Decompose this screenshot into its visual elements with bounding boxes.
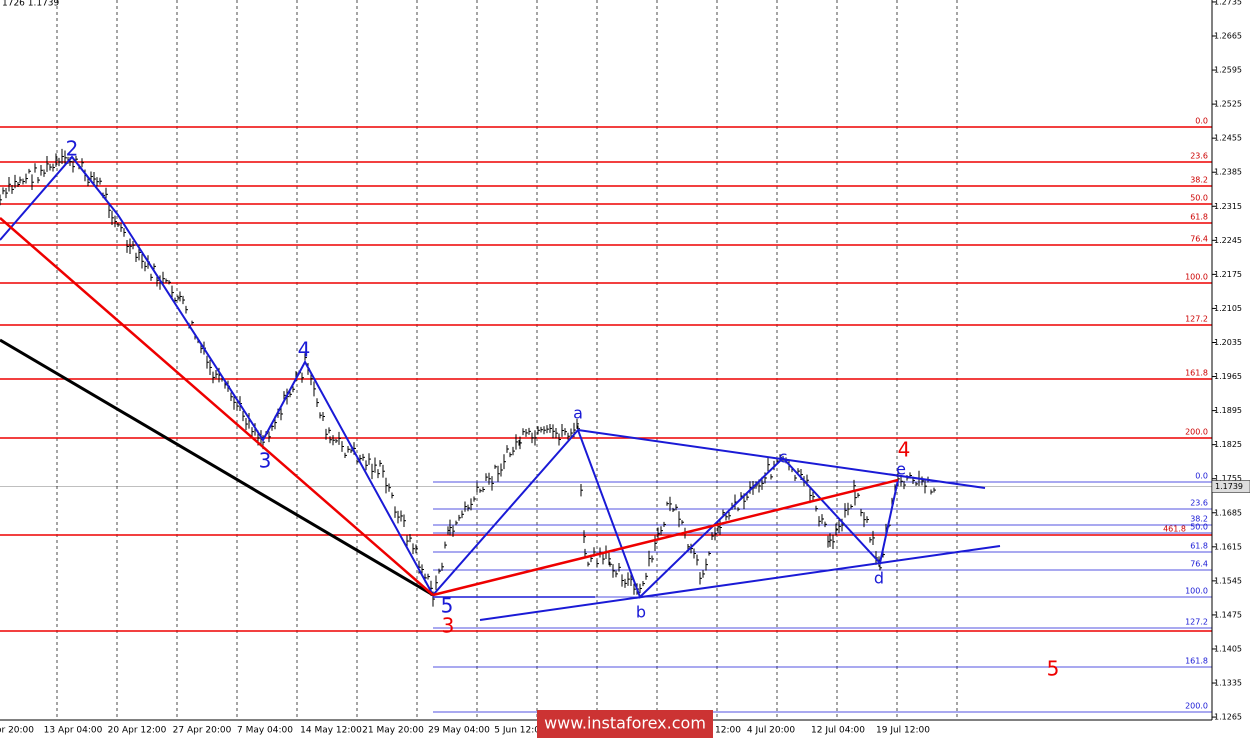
y-tick-label: 1.2175 xyxy=(1214,270,1242,279)
wave-label: e xyxy=(896,460,906,479)
x-tick-label: 4 Jul 20:00 xyxy=(747,726,796,736)
y-tick-label: 1.1825 xyxy=(1214,440,1242,449)
wave-label: c xyxy=(779,448,788,467)
y-tick-label: 1.2525 xyxy=(1214,100,1242,109)
header: 1726 1.1739 xyxy=(2,0,60,9)
wave-label: 5 xyxy=(441,594,454,618)
y-tick-label: 1.2105 xyxy=(1214,304,1242,313)
x-tick-label: 5 Jun 12:00 xyxy=(494,726,546,736)
y-tick-label: 1.2035 xyxy=(1214,338,1242,347)
fib-label: 50.0 xyxy=(1190,194,1208,203)
triangle-line xyxy=(577,429,986,489)
fib-label: 461.8 xyxy=(1163,525,1186,534)
y-tick-label: 1.2315 xyxy=(1214,202,1242,211)
wave-label: 2 xyxy=(66,137,79,161)
y-tick-label: 1.2455 xyxy=(1214,134,1242,143)
y-tick-label: 1.1405 xyxy=(1214,644,1242,653)
watermark: www.instaforex.com xyxy=(544,714,706,733)
x-tick-label: 7 May 04:00 xyxy=(237,726,293,736)
x-tick-label: 21 May 20:00 xyxy=(362,726,424,736)
y-tick-label: 1.1615 xyxy=(1214,542,1242,551)
x-tick-label: 27 Apr 20:00 xyxy=(173,726,232,736)
x-tick-label: 19 Jul 12:00 xyxy=(876,726,930,736)
levels: 0.023.638.250.061.876.4100.0127.2161.820… xyxy=(0,117,1212,713)
wave-label: 3 xyxy=(442,614,455,638)
fib-label: 200.0 xyxy=(1185,702,1208,711)
fib-label: 161.8 xyxy=(1185,369,1208,378)
fib-label: 100.0 xyxy=(1185,273,1208,282)
y-tick-label: 1.2595 xyxy=(1214,66,1242,75)
fib-label: 76.4 xyxy=(1190,235,1208,244)
fib-label: 61.8 xyxy=(1190,213,1208,222)
wave-label: 4 xyxy=(298,338,311,362)
x-tick-label: 14 May 12:00 xyxy=(300,726,362,736)
fib-label: 100.0 xyxy=(1185,587,1208,596)
x-tick-label: 29 May 04:00 xyxy=(428,726,490,736)
triangle-line xyxy=(479,545,1001,621)
fib-label: 127.2 xyxy=(1185,315,1208,324)
watermark-box xyxy=(537,710,713,738)
fib-label: 0.0 xyxy=(1195,117,1208,126)
fib-label: 61.8 xyxy=(1190,542,1208,551)
wave-label: d xyxy=(874,569,884,588)
trend-line xyxy=(432,478,899,597)
y-tick-label: 1.1545 xyxy=(1214,576,1242,585)
y-tick-label: 1.1335 xyxy=(1214,679,1242,688)
fib-label: 127.2 xyxy=(1185,618,1208,627)
y-tick-label: 1.2385 xyxy=(1214,168,1242,177)
trend-line xyxy=(0,217,434,596)
x-tick-label: 20 Apr 12:00 xyxy=(108,726,167,736)
x-tick-label: 12:00 xyxy=(715,726,741,736)
fib-label: 50.0 xyxy=(1190,523,1208,532)
fib-label: 23.6 xyxy=(1190,152,1208,161)
wave-label: a xyxy=(573,404,583,423)
x-tick-label: or 20:00 xyxy=(0,726,34,736)
wave-label: 3 xyxy=(259,449,272,473)
y-tick-label: 1.2665 xyxy=(1214,32,1242,41)
y-tick-label: 1.1475 xyxy=(1214,610,1242,619)
y-tick-label: 1.1755 xyxy=(1214,474,1242,483)
fib-label: 38.2 xyxy=(1190,176,1208,185)
trend-line xyxy=(0,338,434,597)
y-tick-label: 1.1685 xyxy=(1214,508,1242,517)
x-tick-label: 13 Apr 04:00 xyxy=(44,726,103,736)
y-tick-label: 1.1265 xyxy=(1214,713,1242,722)
fib-label: 38.2 xyxy=(1190,515,1208,524)
fib-label: 0.0 xyxy=(1195,472,1208,481)
last-price-box xyxy=(1211,480,1250,493)
x-tick-label: 12 Jul 04:00 xyxy=(811,726,865,736)
wave-label: 4 xyxy=(898,438,911,462)
y-tick-label: 1.1965 xyxy=(1214,372,1242,381)
fib-label: 76.4 xyxy=(1190,560,1208,569)
y-tick-label: 1.2735 xyxy=(1214,0,1242,6)
fib-label: 200.0 xyxy=(1185,428,1208,437)
wave-label: b xyxy=(636,603,646,622)
y-tick-label: 1.1895 xyxy=(1214,406,1242,415)
fib-label: 161.8 xyxy=(1185,657,1208,666)
grid xyxy=(0,0,1212,720)
last-price-label: 1.1739 xyxy=(1215,482,1243,491)
fib-label: 23.6 xyxy=(1190,499,1208,508)
wave-label: 5 xyxy=(1047,657,1060,681)
y-tick-label: 1.2245 xyxy=(1214,236,1242,245)
